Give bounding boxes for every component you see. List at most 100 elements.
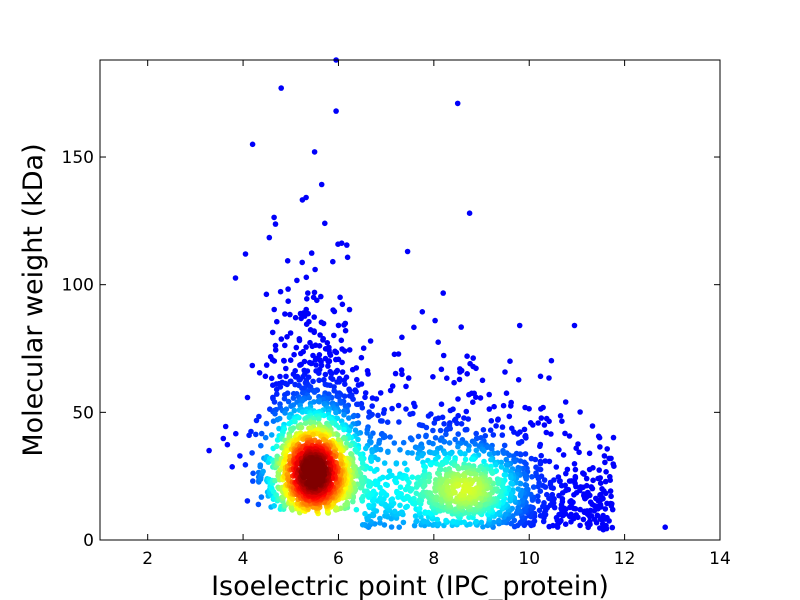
data-point	[577, 409, 583, 415]
data-point	[276, 415, 283, 422]
data-point	[271, 214, 277, 221]
data-point	[575, 441, 581, 447]
data-point	[446, 440, 453, 446]
data-point	[495, 417, 501, 423]
data-point	[541, 422, 548, 428]
data-point	[272, 342, 279, 349]
data-point	[455, 431, 462, 437]
data-point	[466, 210, 473, 216]
data-point	[405, 375, 412, 381]
data-point	[278, 336, 285, 342]
data-point	[389, 496, 396, 502]
data-point	[477, 395, 484, 401]
data-point	[256, 370, 263, 376]
data-point	[333, 369, 339, 375]
data-point	[284, 334, 290, 340]
data-point	[206, 447, 212, 454]
data-point	[341, 412, 347, 418]
data-point	[506, 413, 513, 420]
data-point	[350, 396, 356, 403]
data-point	[566, 513, 573, 520]
data-point	[284, 390, 291, 397]
data-point	[405, 449, 411, 456]
x-tick-label: 2	[142, 549, 153, 569]
data-point	[548, 431, 554, 437]
data-point	[293, 344, 300, 351]
data-point	[222, 423, 229, 430]
data-point	[465, 447, 472, 453]
data-point	[536, 507, 543, 514]
data-point	[346, 415, 352, 421]
data-point	[596, 467, 602, 473]
data-point	[610, 461, 616, 467]
data-point	[339, 301, 346, 308]
data-point	[248, 428, 254, 435]
data-point	[450, 518, 457, 525]
data-point	[262, 434, 269, 441]
data-point	[604, 446, 610, 452]
data-point	[409, 450, 415, 456]
data-point	[291, 351, 297, 358]
data-point	[399, 334, 405, 341]
y-tick-label: 150	[62, 148, 94, 168]
data-point	[609, 524, 616, 531]
data-point	[508, 480, 514, 487]
data-point	[463, 408, 470, 415]
data-point	[399, 509, 405, 515]
data-point	[306, 394, 313, 401]
data-point	[603, 469, 609, 475]
data-point	[498, 464, 505, 470]
data-point	[480, 427, 487, 433]
data-point	[486, 391, 493, 398]
data-point	[529, 474, 535, 480]
data-point	[462, 456, 469, 463]
data-point	[387, 387, 394, 394]
data-point	[465, 416, 472, 422]
data-point	[330, 258, 336, 265]
data-point	[506, 452, 513, 459]
data-point	[309, 343, 316, 350]
data-point	[571, 322, 578, 329]
data-point	[535, 420, 541, 426]
data-point	[563, 470, 569, 477]
data-point	[537, 460, 544, 467]
data-point	[276, 425, 282, 432]
data-point	[315, 462, 321, 468]
data-point	[272, 411, 278, 417]
data-point	[377, 520, 383, 526]
data-point	[426, 478, 432, 485]
data-point	[478, 519, 485, 526]
data-point	[522, 451, 529, 457]
data-point	[452, 489, 458, 496]
data-point	[331, 332, 337, 339]
data-point	[558, 502, 565, 508]
data-point	[339, 359, 345, 366]
data-point	[306, 481, 313, 487]
data-point	[481, 448, 487, 454]
data-point	[464, 353, 470, 360]
data-point	[294, 277, 300, 284]
data-point	[458, 324, 465, 330]
data-point	[503, 390, 510, 397]
data-point	[511, 429, 517, 435]
data-point	[333, 409, 339, 416]
data-point	[381, 460, 388, 466]
data-point	[586, 450, 593, 457]
data-point	[581, 508, 588, 515]
data-point	[597, 516, 604, 522]
data-point	[268, 432, 275, 438]
data-point	[501, 442, 508, 449]
data-point	[331, 308, 338, 315]
data-point	[344, 254, 351, 261]
data-point	[366, 414, 372, 420]
data-point	[595, 475, 601, 482]
data-point	[250, 470, 256, 477]
data-point	[244, 394, 251, 401]
data-point	[271, 503, 278, 509]
data-point	[338, 337, 345, 344]
data-point	[546, 523, 552, 530]
data-point	[430, 440, 436, 447]
data-point	[602, 506, 609, 512]
data-point	[341, 322, 347, 328]
data-point	[416, 505, 423, 512]
